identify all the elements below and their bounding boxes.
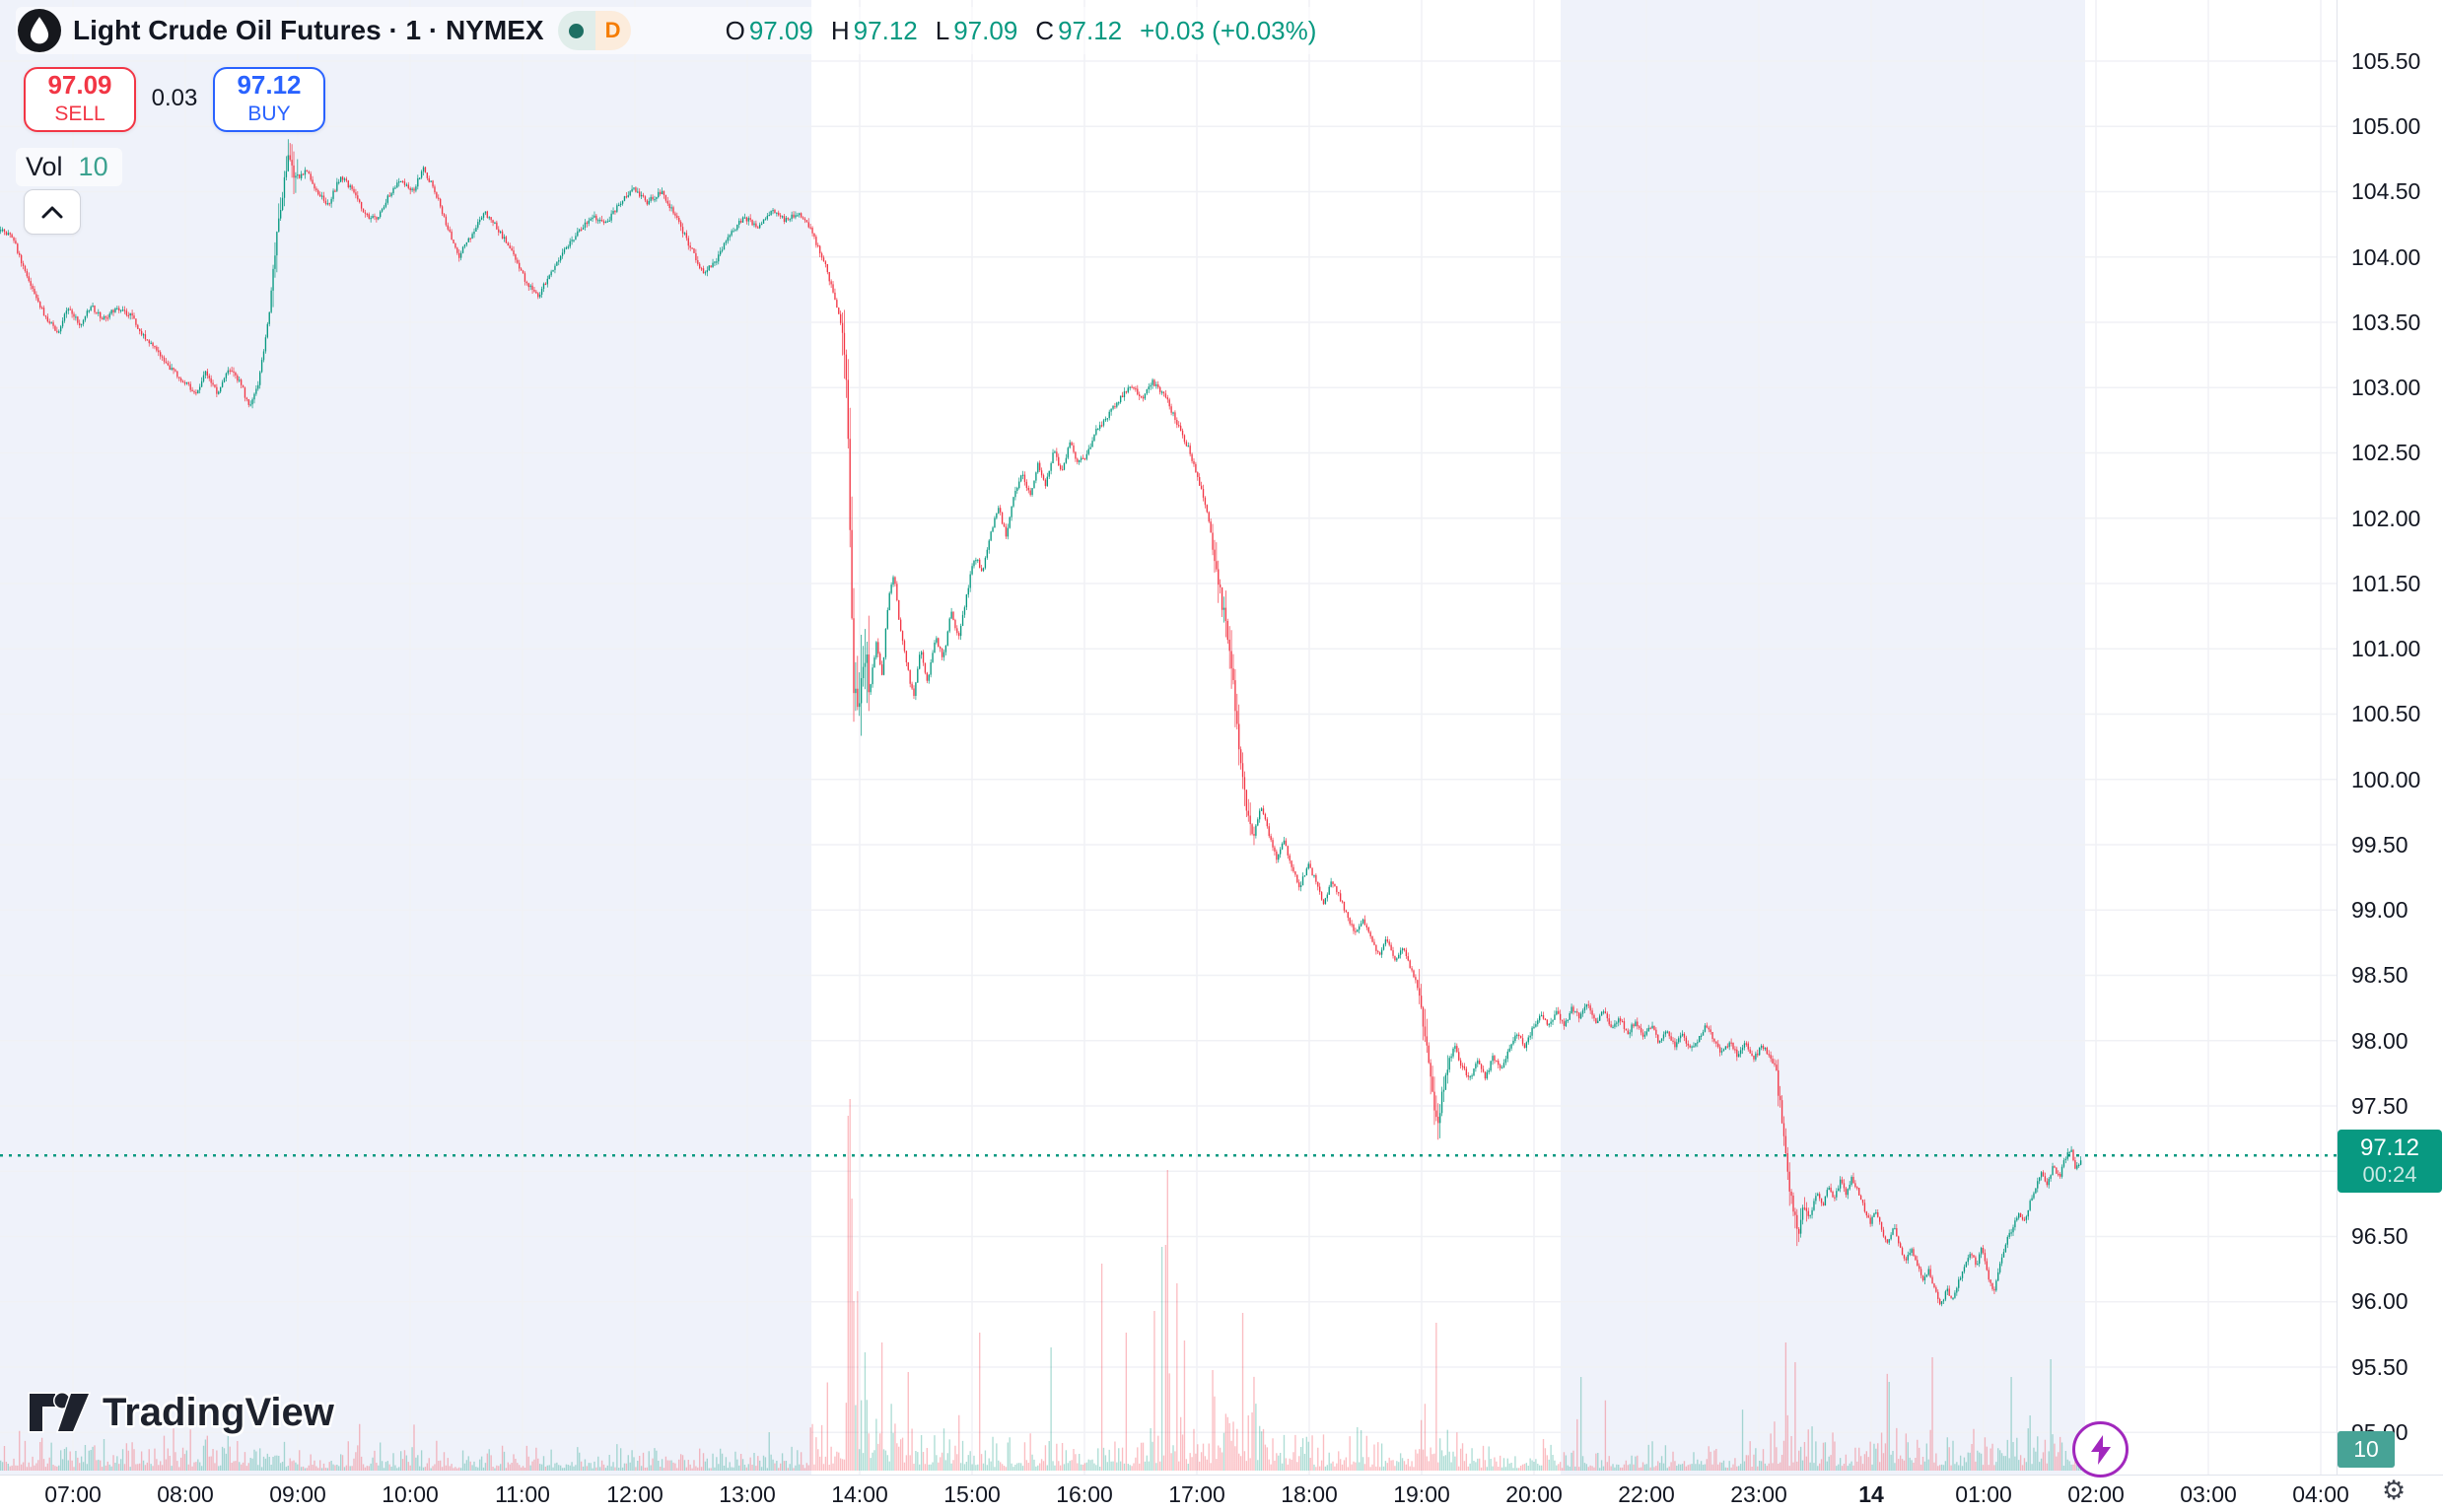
low-label: L [935,15,950,45]
sell-price: 97.09 [47,70,112,100]
price-tick-label: 100.00 [2351,767,2421,792]
time-tick-label: 20:00 [1505,1481,1563,1507]
time-tick-label: 10:00 [382,1481,439,1507]
time-tick-label: 18:00 [1281,1481,1338,1507]
time-tick-label: 14:00 [831,1481,888,1507]
price-tick-label: 97.50 [2351,1093,2408,1119]
volume-label: Vol [26,152,63,181]
time-tick-label: 22:00 [1618,1481,1675,1507]
sell-button[interactable]: 97.09 SELL [24,67,136,132]
session-band [1561,0,2085,1475]
close-value: 97.12 [1058,15,1123,45]
price-tick-label: 102.50 [2351,440,2421,465]
tradingview-watermark-text: TradingView [103,1390,334,1434]
price-tick-label: 99.50 [2351,832,2408,858]
current-price-value: 97.12 [2359,1134,2420,1161]
symbol-title: Light Crude Oil Futures · 1 · NYMEX [73,15,544,45]
market-status-dot-icon [557,11,595,50]
time-tick-label: 17:00 [1168,1481,1225,1507]
low-value: 97.09 [953,15,1018,45]
ohlc-values: O 97.09 H 97.12 L 97.09 C 97.12 +0.03 (+… [726,16,1317,46]
volume-axis-badge: 10 [2338,1431,2395,1468]
close-label: C [1035,15,1055,45]
time-tick-label: 04:00 [2292,1481,2349,1507]
price-tick-label: 96.00 [2351,1288,2408,1314]
price-tick-label: 102.00 [2351,506,2421,531]
market-status-pill[interactable]: D [557,11,631,50]
collapse-legend-button[interactable] [24,189,81,235]
date-tick-label: 14 [1858,1481,1884,1507]
time-tick-label: 16:00 [1056,1481,1113,1507]
high-value: 97.12 [853,15,918,45]
change-value: +0.03 (+0.03%) [1140,15,1317,45]
price-axis[interactable]: 105.50 105.00 104.50 104.00 103.50 103.00 102.… [2337,0,2443,1475]
gridlines [0,0,2337,1475]
price-tick-label: 105.00 [2351,113,2421,139]
time-axis[interactable]: 07:00 08:00 09:00 10:00 11:00 12:00 13:00 14:00… [0,1475,2443,1512]
price-tick-label: 98.50 [2351,962,2408,988]
time-tick-label: 19:00 [1393,1481,1450,1507]
tradingview-watermark[interactable]: TradingView [28,1390,334,1435]
price-tick-label: 103.00 [2351,375,2421,400]
price-tick-label: 99.00 [2351,897,2408,923]
buy-button[interactable]: 97.12 BUY [213,67,325,132]
time-tick-label: 13:00 [719,1481,776,1507]
time-tick-label: 12:00 [606,1481,663,1507]
time-tick-label: 09:00 [269,1481,326,1507]
price-tick-label: 101.00 [2351,636,2421,661]
instant-trading-button[interactable] [2072,1421,2129,1478]
volume-legend[interactable]: Vol 10 [16,148,122,186]
time-tick-label: 02:00 [2067,1481,2125,1507]
price-tick-label: 96.50 [2351,1223,2408,1249]
price-tick-label: 95.50 [2351,1354,2408,1380]
symbol-header[interactable]: Light Crude Oil Futures · 1 · NYMEX D O … [16,7,1327,54]
price-tick-label: 100.50 [2351,701,2421,726]
price-tick-label: 104.00 [2351,244,2421,270]
price-tick-label: 104.50 [2351,178,2421,204]
price-tick-label: 98.00 [2351,1028,2408,1054]
oil-drop-logo-icon [18,9,61,52]
time-tick-label: 01:00 [1955,1481,2012,1507]
current-price-label: 97.12 00:24 [2338,1130,2442,1193]
time-tick-label: 23:00 [1730,1481,1787,1507]
open-value: 97.09 [748,15,813,45]
lightning-bolt-icon [2090,1434,2111,1465]
chart-canvas[interactable] [0,0,2337,1475]
session-band [0,0,811,1475]
gear-icon[interactable]: ⚙ [2382,1476,2407,1505]
price-tick-label: 103.50 [2351,309,2421,335]
delayed-data-badge: D [594,11,631,50]
bar-countdown: 00:24 [2362,1162,2417,1187]
buy-price: 97.12 [237,70,302,100]
price-tick-label: 105.50 [2351,48,2421,74]
time-tick-label: 11:00 [495,1481,550,1507]
buy-label: BUY [247,103,291,125]
open-label: O [725,15,745,45]
spread-value: 0.03 [151,85,198,111]
price-tick-label: 101.50 [2351,571,2421,596]
time-tick-label: 08:00 [157,1481,214,1507]
chevron-up-icon [41,206,63,219]
tradingview-logo-icon [28,1392,91,1433]
high-label: H [830,15,850,45]
time-tick-label: 03:00 [2180,1481,2237,1507]
time-tick-label: 15:00 [943,1481,1001,1507]
sell-label: SELL [54,103,105,125]
time-tick-label: 07:00 [44,1481,102,1507]
volume-value: 10 [78,152,108,181]
